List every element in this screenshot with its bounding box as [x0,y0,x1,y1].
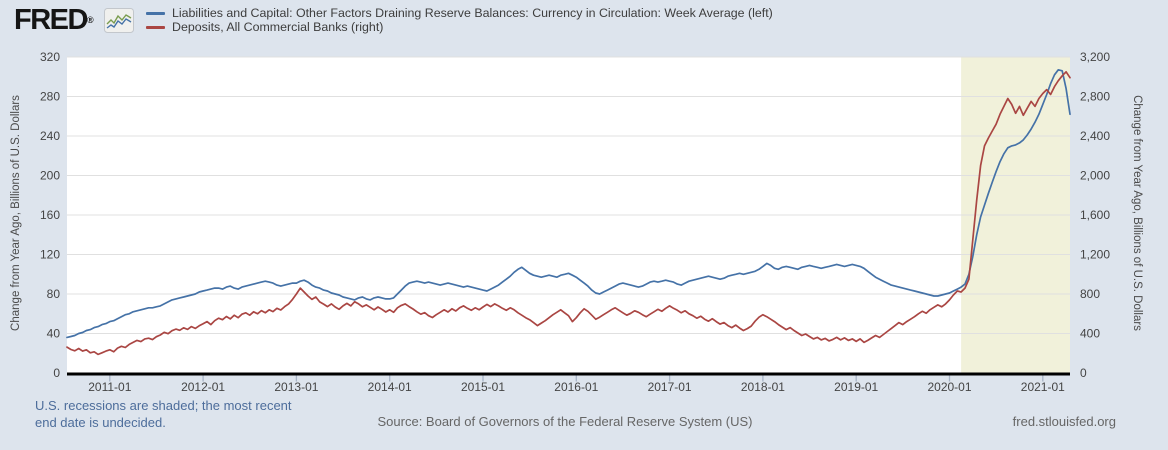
right-axis-tick-label: 1,200 [1080,248,1110,262]
legend-swatch-red [146,25,165,29]
x-axis-tick-label: 2017-01 [648,380,692,394]
legend-swatch-blue [146,11,165,15]
x-axis-tick-label: 2013-01 [274,380,318,394]
left-axis-tick-label: 120 [40,248,60,262]
series-line[interactable] [66,68,1071,339]
left-axis-tick-label: 240 [40,129,60,143]
x-axis-tick-label: 2018-01 [741,380,785,394]
x-axis-tick-label: 2020-01 [927,380,971,394]
source-note: Source: Board of Governors of the Federa… [377,414,753,429]
x-axis-tick-label: 2021-01 [1021,380,1065,394]
fred-logo[interactable]: FRED® [14,4,94,36]
legend-label: Deposits, All Commercial Banks (right) [172,20,384,34]
chart-legend: Liabilities and Capital: Other Factors D… [146,6,773,34]
x-axis-tick-label: 2015-01 [461,380,505,394]
legend-label: Liabilities and Capital: Other Factors D… [172,6,773,20]
right-axis-tick-label: 2,400 [1080,129,1110,143]
left-axis-tick-label: 40 [47,327,61,341]
left-axis-tick-label: 0 [53,366,60,380]
left-axis-tick-label: 200 [40,169,60,183]
right-axis-tick-label: 1,600 [1080,208,1110,222]
site-link[interactable]: fred.stlouisfed.org [1012,414,1116,429]
x-axis-tick-label: 2011-01 [88,380,131,394]
left-axis-tick-label: 160 [40,208,60,222]
x-axis-tick-label: 2012-01 [181,380,225,394]
left-axis-title: Change from Year Ago, Billions of U.S. D… [10,95,22,331]
right-axis-tick-label: 0 [1080,366,1087,380]
legend-item-deposits: Deposits, All Commercial Banks (right) [146,20,773,34]
left-axis-tick-label: 280 [40,90,60,104]
right-axis-tick-label: 3,200 [1080,50,1110,64]
legend-item-currency: Liabilities and Capital: Other Factors D… [146,6,773,20]
x-axis-tick-label: 2019-01 [834,380,878,394]
left-axis-tick-label: 80 [47,287,61,301]
right-axis-tick-label: 2,800 [1080,90,1110,104]
right-axis-tick-label: 400 [1080,327,1100,341]
series-line[interactable] [66,70,1071,356]
fred-logo-sparkline-icon [104,8,134,33]
right-axis-tick-label: 800 [1080,287,1100,301]
registered-mark: ® [86,15,94,25]
x-axis-tick-label: 2014-01 [368,380,412,394]
right-axis-title: Change from Year Ago, Billions of U.S. D… [1131,95,1143,331]
recession-note: U.S. recessions are shaded; the most rec… [35,398,292,430]
right-axis-tick-label: 2,000 [1080,169,1110,183]
left-axis-tick-label: 320 [40,50,60,64]
zero-axis-line [67,372,1070,376]
x-axis-tick-label: 2016-01 [554,380,598,394]
